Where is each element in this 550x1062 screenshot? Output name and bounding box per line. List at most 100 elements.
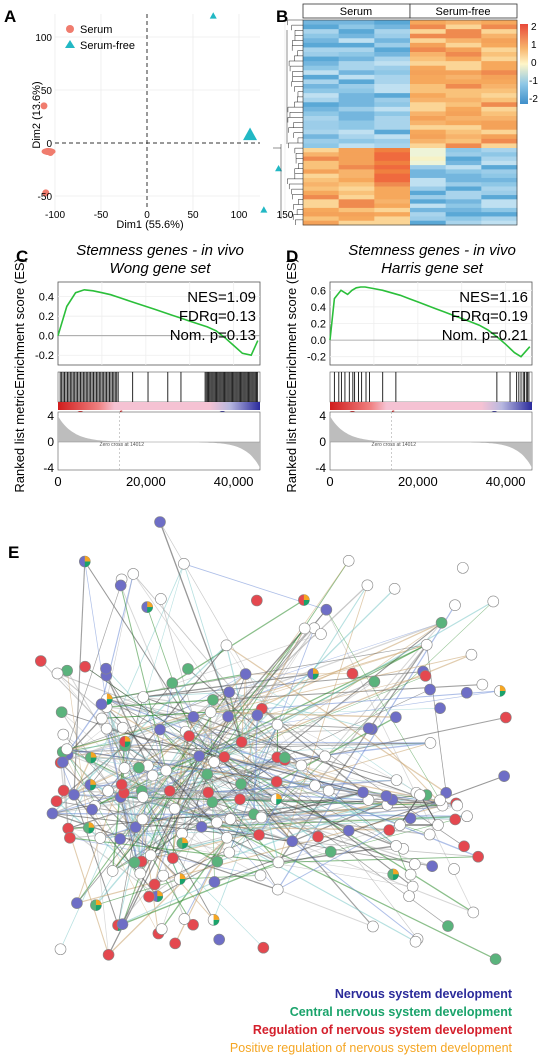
network-node: [279, 751, 291, 764]
network-node: [409, 858, 421, 870]
heatmap-cell: [303, 177, 340, 183]
network-node: [255, 811, 268, 824]
network-edge: [326, 609, 474, 913]
heatmap-cell: [374, 120, 411, 126]
gsea-es-tick: 0.4: [39, 292, 54, 304]
heatmap-cell: [410, 52, 447, 57]
dendrogram-branch: [295, 153, 303, 159]
network-node: [388, 582, 401, 595]
gsea-es-label: Enrichment score (ES): [12, 258, 27, 389]
dendrogram-branch: [294, 168, 303, 174]
network-node-slice: [90, 757, 97, 764]
network-edge: [277, 889, 374, 927]
network-node: [68, 788, 80, 801]
gsea-rank-label: Ranked list metric: [12, 389, 27, 493]
network-node: [223, 686, 235, 698]
dendrogram-branch: [287, 19, 303, 26]
heatmap-cell: [338, 106, 375, 112]
network-node-slice: [84, 555, 91, 562]
network-node: [251, 709, 264, 721]
heatmap-cell: [303, 42, 340, 48]
heatmap-cell: [338, 148, 375, 153]
dendrogram-branch: [295, 158, 303, 164]
heatmap-cell: [374, 125, 411, 131]
heatmap-cell: [481, 148, 518, 153]
heatmap-cell: [410, 152, 447, 157]
heatmap-cell: [481, 186, 518, 192]
network-edge: [76, 804, 443, 904]
heatmap-cell: [445, 212, 482, 217]
panel-d-title-2: Harris gene set: [381, 260, 484, 277]
network-node: [54, 943, 67, 956]
network-node: [500, 711, 512, 724]
network-edge: [159, 729, 458, 806]
heatmap-cell: [374, 195, 411, 200]
network-edge: [121, 755, 200, 925]
dendrogram-branch: [287, 178, 303, 184]
heatmap-cell: [445, 143, 482, 149]
network-edge: [120, 654, 472, 798]
network-edge: [69, 837, 261, 876]
heatmap-cell: [481, 29, 518, 35]
gsea-es-curve: [57, 288, 259, 357]
heatmap-cell: [338, 152, 375, 157]
dendrogram-branch: [298, 163, 303, 169]
heatmap-cell: [338, 207, 375, 213]
heatmap-cell: [374, 42, 411, 48]
heatmap-cell: [445, 190, 482, 196]
network-node: [461, 810, 473, 823]
heatmap-cell: [374, 97, 411, 103]
heatmap-cell: [303, 74, 340, 80]
network-node: [390, 711, 402, 724]
network-node: [394, 819, 406, 831]
network-node-slice: [106, 693, 113, 700]
network-edge: [117, 881, 215, 926]
panel-a-xtick: -100: [45, 210, 65, 221]
panel-b-heatmap: Serum Serum-free 2: [273, 3, 538, 226]
network-node: [342, 555, 355, 567]
heatmap-cell: [410, 190, 447, 196]
network-node-slice: [147, 601, 153, 608]
heatmap-cell: [374, 116, 411, 121]
gsea-fdr: FDRq=0.19: [451, 308, 528, 325]
network-edge: [61, 711, 137, 828]
panel-a-ytick: 0: [46, 139, 52, 150]
network-node: [94, 832, 107, 844]
dendrogram-branch: [294, 35, 303, 41]
heatmap-cell: [374, 29, 411, 35]
network-node: [448, 863, 460, 875]
serum-free-point: [209, 12, 217, 19]
network-edge: [226, 837, 279, 863]
network-node-slice: [276, 793, 282, 800]
heatmap-cell: [410, 212, 447, 217]
gsea-es-tick: 0.0: [311, 335, 326, 347]
heatmap-cell: [445, 195, 482, 200]
network-node: [239, 668, 252, 680]
network-node: [451, 799, 464, 812]
gsea-rank-tick: 4: [319, 409, 326, 423]
heatmap-cell: [481, 61, 518, 67]
network-node-slice: [90, 779, 96, 785]
network-node: [367, 920, 379, 933]
heatmap-cell: [410, 79, 447, 85]
network-edge: [159, 521, 278, 725]
network-edge: [154, 755, 200, 885]
gsea-rank-label: Ranked list metric: [284, 389, 299, 493]
network-node: [167, 852, 179, 864]
heatmap-cell: [445, 152, 482, 157]
heatmap-cell: [445, 29, 482, 35]
gsea-es-tick: 0.4: [311, 302, 326, 314]
heatmap-cell: [303, 160, 340, 166]
heatmap-cell: [303, 156, 340, 162]
network-node-slice: [213, 914, 220, 920]
network-node-slice: [179, 873, 186, 879]
heatmap-cell: [445, 120, 482, 126]
heatmap-cell: [410, 156, 447, 162]
heatmap-cell: [303, 33, 340, 39]
network-edge: [193, 654, 472, 718]
network-edge: [224, 600, 494, 758]
network-edge: [182, 842, 218, 863]
gsea-metric-negative: [199, 442, 260, 468]
gsea-metric-positive: [58, 416, 119, 442]
network-node: [218, 751, 231, 763]
